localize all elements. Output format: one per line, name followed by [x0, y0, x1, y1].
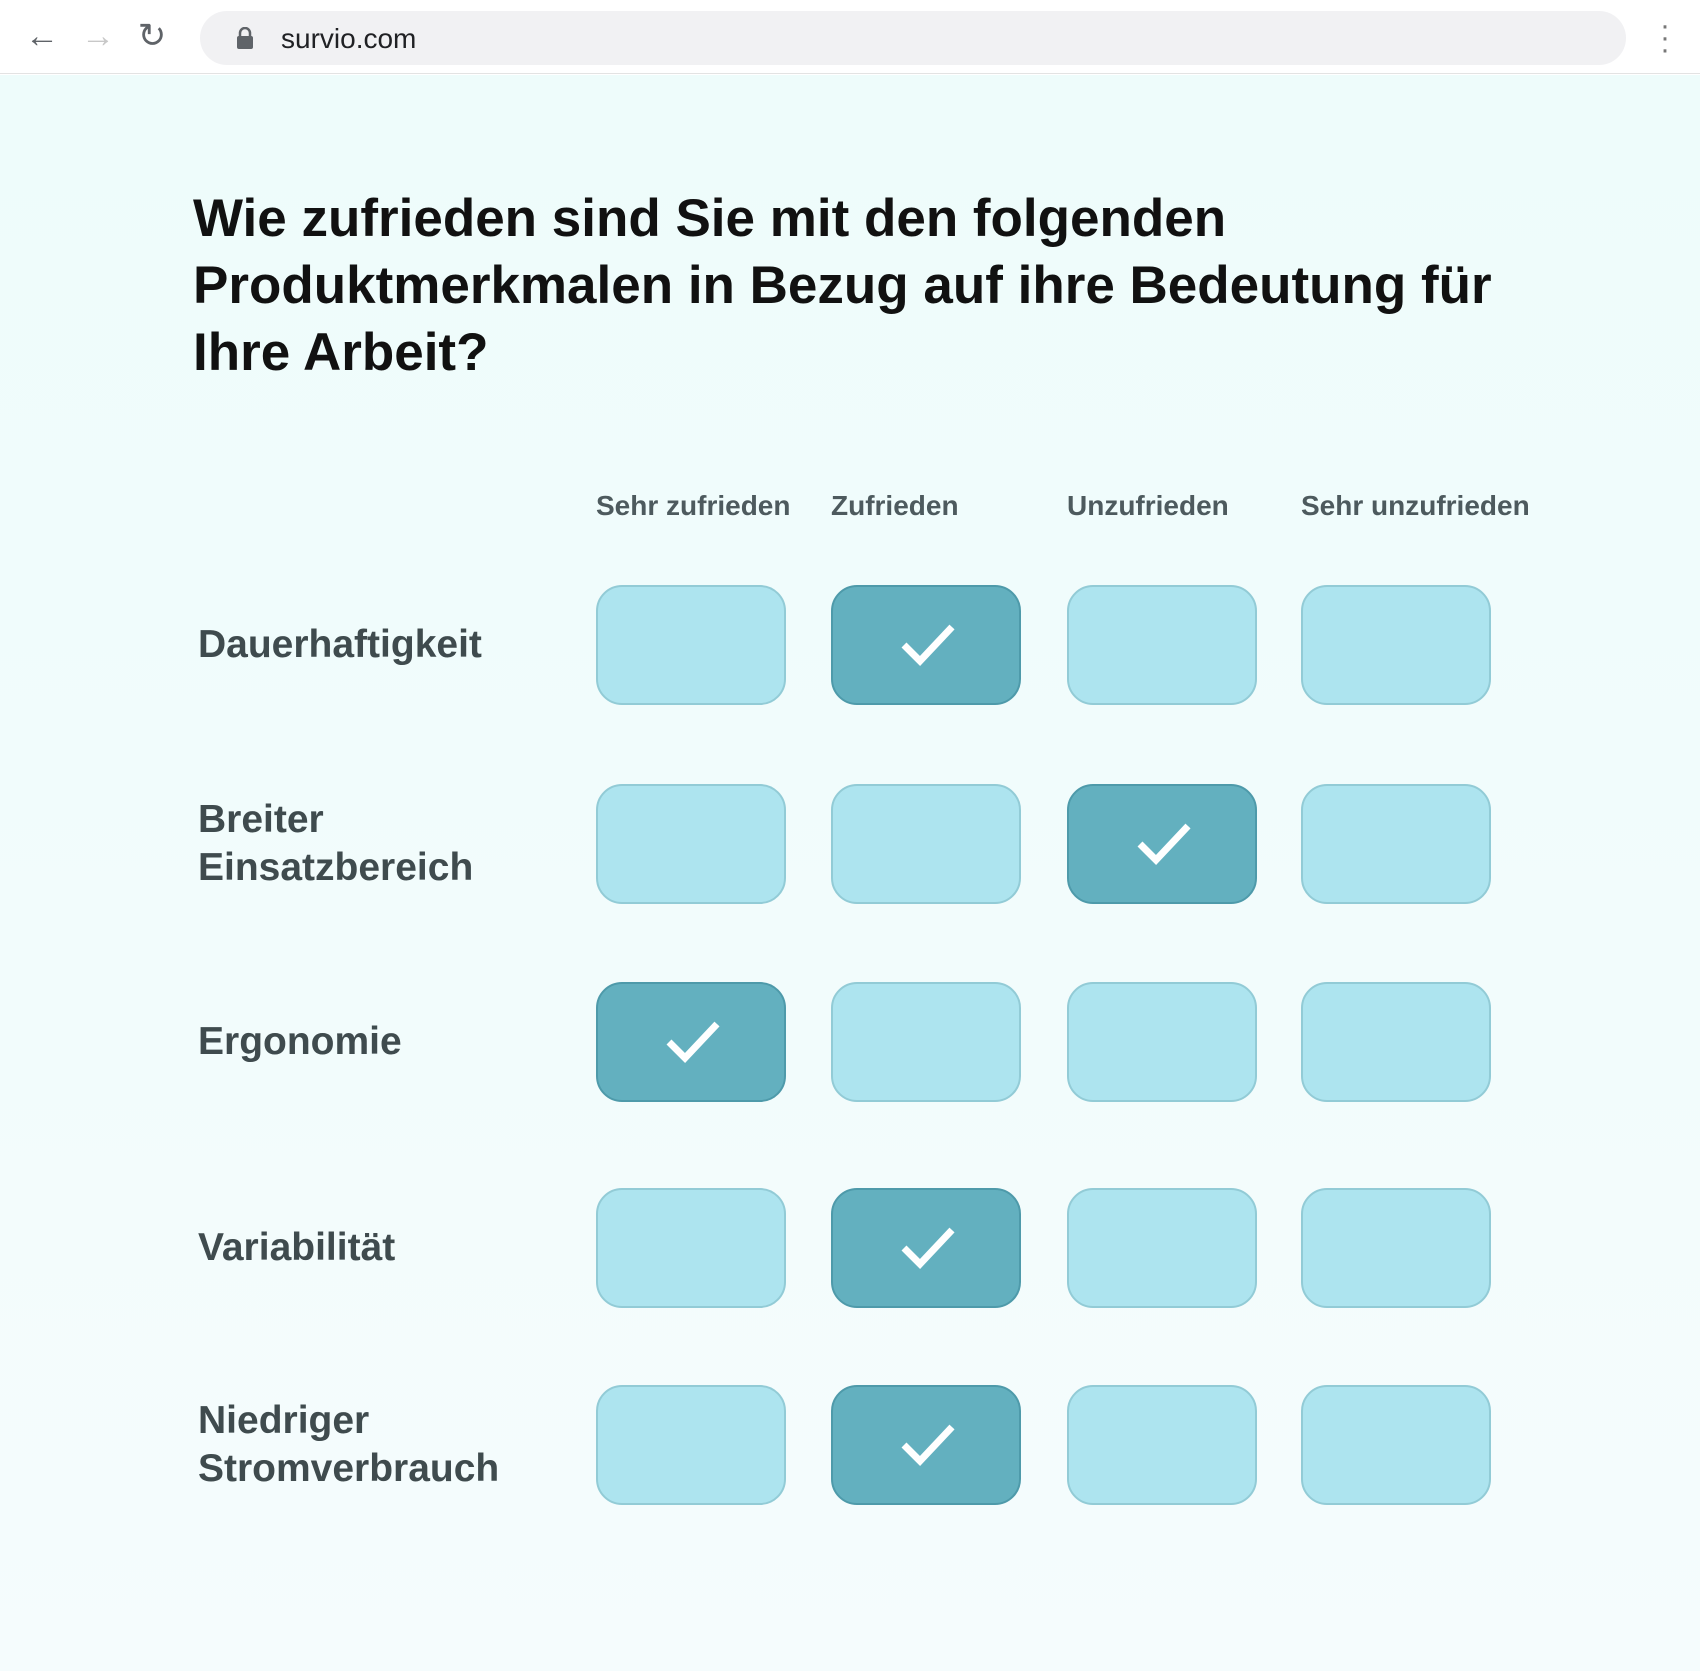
row-label: Ergonomie	[198, 1020, 402, 1063]
rating-option-0-2[interactable]	[1067, 585, 1257, 705]
rating-option-3-1[interactable]	[831, 1188, 1021, 1308]
row-label: Niedriger Stromverbrauch	[198, 1399, 500, 1490]
rating-option-4-3[interactable]	[1301, 1385, 1491, 1505]
reload-icon[interactable]: ↻	[137, 17, 167, 55]
url-text: survio.com	[281, 23, 417, 54]
checkmark-icon	[1137, 823, 1191, 866]
row-label: Dauerhaftigkeit	[198, 623, 482, 666]
rating-option-4-0[interactable]	[596, 1385, 786, 1505]
rating-option-3-0[interactable]	[596, 1188, 786, 1308]
row-label: Variabilität	[198, 1226, 396, 1269]
checkmark-icon	[901, 624, 955, 667]
browser-toolbar: ← → ↻ survio.com · · ·	[0, 0, 1700, 74]
rating-option-4-2[interactable]	[1067, 1385, 1257, 1505]
rating-option-0-3[interactable]	[1301, 585, 1491, 705]
forward-arrow-icon[interactable]: →	[81, 17, 115, 55]
rating-option-1-0[interactable]	[596, 784, 786, 904]
question-title: Wie zufrieden sind Sie mit den folgenden…	[193, 189, 1492, 382]
rating-option-3-3[interactable]	[1301, 1188, 1491, 1308]
checkmark-icon	[666, 1021, 720, 1064]
rating-option-1-1[interactable]	[831, 784, 1021, 904]
rating-option-1-2[interactable]	[1067, 784, 1257, 904]
rating-option-3-2[interactable]	[1067, 1188, 1257, 1308]
back-arrow-icon[interactable]: ←	[25, 17, 59, 55]
checkmark-icon	[901, 1227, 955, 1270]
rating-option-0-1[interactable]	[831, 585, 1021, 705]
row-label: Breiter Einsatzbereich	[198, 798, 474, 889]
column-header: Sehr zufrieden	[596, 490, 791, 521]
rating-option-1-3[interactable]	[1301, 784, 1491, 904]
rating-option-2-3[interactable]	[1301, 982, 1491, 1102]
column-header: Sehr unzufrieden	[1301, 490, 1530, 521]
checkmark-icon	[901, 1424, 955, 1467]
survey-page: Wie zufrieden sind Sie mit den folgenden…	[0, 75, 1700, 1671]
rating-option-2-0[interactable]	[596, 982, 786, 1102]
address-bar[interactable]: survio.com	[200, 11, 1626, 65]
rating-option-4-1[interactable]	[831, 1385, 1021, 1505]
lock-icon	[237, 27, 253, 49]
menu-dots-icon[interactable]: · · ·	[1660, 9, 1670, 66]
rating-option-2-1[interactable]	[831, 982, 1021, 1102]
rating-option-2-2[interactable]	[1067, 982, 1257, 1102]
column-header: Zufrieden	[831, 490, 959, 521]
rating-option-0-0[interactable]	[596, 585, 786, 705]
column-header: Unzufrieden	[1067, 490, 1229, 521]
